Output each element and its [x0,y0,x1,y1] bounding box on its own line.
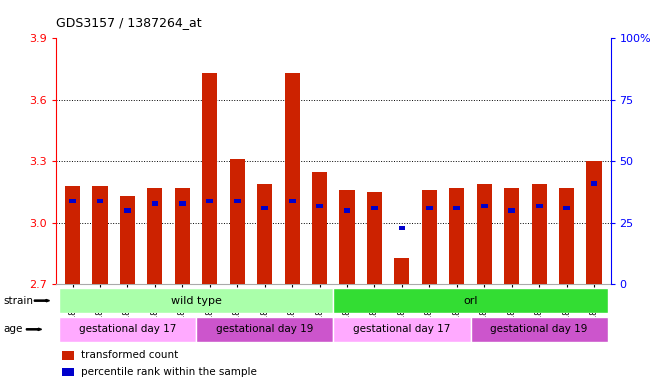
Bar [333,288,608,313]
Bar [230,159,245,284]
Bar [202,73,217,284]
Bar [453,206,460,210]
Bar [587,161,601,284]
Text: gestational day 17: gestational day 17 [353,324,451,334]
Text: gestational day 17: gestational day 17 [79,324,176,334]
Bar [371,206,378,210]
Text: orl: orl [463,296,478,306]
Bar [179,201,185,205]
Bar [312,172,327,284]
Bar [59,288,333,313]
Bar [65,186,80,284]
Bar [92,186,108,284]
Bar [399,226,405,230]
Bar [257,184,272,284]
Bar [175,188,190,284]
Bar [316,204,323,208]
Bar [559,188,574,284]
Bar [120,196,135,284]
Text: gestational day 19: gestational day 19 [490,324,588,334]
Bar [284,73,300,284]
Bar [339,190,354,284]
Bar [288,199,296,203]
Bar [508,209,515,213]
Bar [69,199,76,203]
Bar [477,184,492,284]
Text: percentile rank within the sample: percentile rank within the sample [81,367,257,377]
Bar [344,209,350,213]
Bar [61,351,74,359]
Bar [422,190,437,284]
Bar [234,199,241,203]
Text: gestational day 19: gestational day 19 [216,324,314,334]
Bar [261,206,268,210]
Text: GDS3157 / 1387264_at: GDS3157 / 1387264_at [56,16,202,29]
Bar [395,258,409,284]
Bar [61,368,74,376]
Bar [449,188,465,284]
Bar [147,188,162,284]
Bar [471,317,608,342]
Bar [196,317,333,342]
Bar [504,188,519,284]
Bar [59,317,196,342]
Text: transformed count: transformed count [81,350,178,360]
Text: strain: strain [3,296,33,306]
Bar [152,201,158,205]
Bar [536,204,543,208]
Bar [591,181,597,186]
Bar [563,206,570,210]
Text: age: age [3,324,22,334]
Bar [96,199,104,203]
Bar [207,199,213,203]
Bar [481,204,488,208]
Text: wild type: wild type [171,296,222,306]
Bar [426,206,433,210]
Bar [531,184,546,284]
Bar [333,317,471,342]
Bar [367,192,382,284]
Bar [124,209,131,213]
